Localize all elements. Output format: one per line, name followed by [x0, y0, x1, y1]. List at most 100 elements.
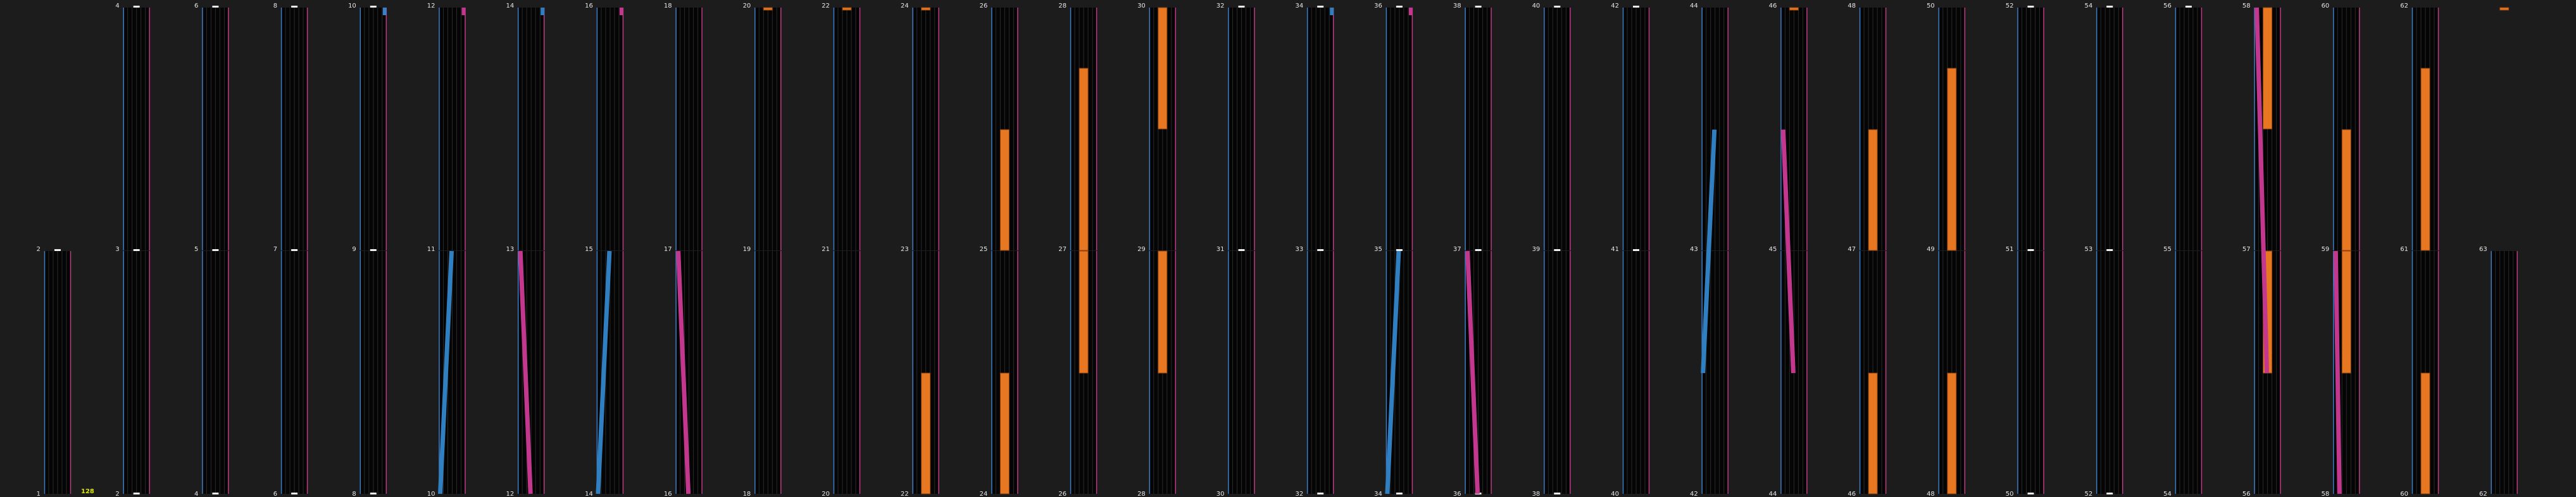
frame-label: 6 — [194, 3, 198, 9]
frame-label: 21 — [822, 246, 830, 253]
keyframe-bar — [1158, 250, 1168, 374]
key-marker — [1396, 6, 1403, 8]
key-marker — [2106, 6, 2113, 8]
frame-label: 43 — [1690, 246, 1698, 253]
accent-readout: 128 — [81, 488, 94, 495]
frame-label: 60 — [2400, 491, 2408, 497]
frame-label: 7 — [273, 246, 277, 253]
frame-label: 14 — [585, 491, 593, 497]
frame-label: 57 — [2242, 246, 2251, 253]
frame-label: 61 — [2400, 246, 2408, 253]
frame-label: 35 — [1374, 246, 1382, 253]
key-marker — [370, 6, 377, 8]
frame-label: 4 — [115, 3, 119, 9]
key-marker — [1475, 6, 1482, 8]
key-marker — [2027, 249, 2034, 251]
key-marker — [1396, 493, 1403, 494]
key-marker — [133, 6, 140, 8]
key-marker — [1554, 493, 1561, 494]
key-marker — [291, 249, 298, 251]
key-marker — [2185, 6, 2192, 8]
frame-label: 62 — [2400, 3, 2408, 9]
keyframe-bar — [921, 372, 931, 494]
frame-label: 22 — [901, 491, 909, 497]
frame-label: 24 — [980, 491, 988, 497]
key-marker — [212, 6, 219, 8]
frame-label: 30 — [1216, 491, 1225, 497]
keyframe-bar — [1079, 68, 1089, 251]
frame-label: 31 — [1216, 246, 1225, 253]
frame-label: 2 — [115, 491, 119, 497]
keyframe-bar — [1158, 7, 1168, 130]
interpolation-stroke — [1780, 129, 1796, 374]
frame-label: 20 — [743, 3, 751, 9]
keyframe-bar — [1868, 129, 1878, 251]
frame-label: 15 — [585, 246, 593, 253]
frame-label: 40 — [1532, 3, 1541, 9]
frame-label: 6 — [273, 491, 277, 497]
frame-label: 32 — [1295, 491, 1303, 497]
frame-label: 38 — [1453, 3, 1461, 9]
key-marker — [1317, 6, 1324, 8]
key-marker — [54, 249, 61, 251]
frame-label: 63 — [2479, 246, 2487, 253]
frame-label: 27 — [1058, 246, 1066, 253]
frame-label: 24 — [901, 3, 909, 9]
key-marker — [133, 493, 140, 494]
keyframe-bar — [1868, 372, 1878, 494]
frame-label: 49 — [1927, 246, 1935, 253]
key-marker — [1238, 6, 1245, 8]
frame-label: 28 — [1058, 3, 1066, 9]
key-stub — [541, 8, 545, 15]
key-marker — [1396, 249, 1403, 251]
frame-label: 8 — [273, 3, 277, 9]
frame-label: 56 — [2163, 3, 2172, 9]
interpolation-stroke — [596, 250, 612, 494]
key-marker — [1633, 249, 1639, 251]
keyframe-bar — [1789, 7, 1799, 11]
frame-label: 29 — [1137, 246, 1146, 253]
key-marker — [2027, 6, 2034, 8]
key-marker — [2106, 493, 2113, 494]
frame-label: 25 — [980, 246, 988, 253]
frame-label: 12 — [506, 491, 514, 497]
frame-label: 55 — [2163, 246, 2172, 253]
frame-label: 60 — [2322, 3, 2330, 9]
frame-label: 18 — [743, 491, 751, 497]
interpolation-stroke — [676, 250, 691, 494]
frame-label: 36 — [1453, 491, 1461, 497]
key-stub — [1330, 8, 1334, 15]
keyframe-bar — [1079, 250, 1089, 374]
key-marker — [133, 249, 140, 251]
interpolation-stroke — [1465, 250, 1480, 494]
key-marker — [1633, 6, 1639, 8]
frame-label: 50 — [2006, 491, 2014, 497]
interpolation-stroke — [2254, 7, 2270, 374]
interpolation-stroke — [2333, 250, 2342, 494]
frame-label: 13 — [506, 246, 514, 253]
frame-label: 50 — [1927, 3, 1935, 9]
frame-label: 44 — [1769, 491, 1777, 497]
frame-label: 1 — [37, 491, 41, 497]
keyframe-bar — [999, 129, 1010, 251]
keyframe-bar — [763, 7, 773, 11]
frame-label: 28 — [1137, 491, 1146, 497]
frame-label: 42 — [1611, 3, 1619, 9]
keyframe-bar — [2341, 129, 2351, 251]
frame-label: 19 — [743, 246, 751, 253]
key-marker — [2027, 493, 2034, 494]
frame-label: 56 — [2242, 491, 2251, 497]
frame-label: 20 — [822, 491, 830, 497]
frame-label: 8 — [352, 491, 356, 497]
key-stub — [1408, 8, 1413, 15]
key-marker — [370, 249, 377, 251]
frame-label: 40 — [1611, 491, 1619, 497]
frame-label: 58 — [2322, 491, 2330, 497]
frame-label: 53 — [2084, 246, 2092, 253]
frame-label: 4 — [194, 491, 198, 497]
frame-label: 33 — [1295, 246, 1303, 253]
frame-label: 17 — [664, 246, 672, 253]
frame-label: 3 — [115, 246, 119, 253]
key-marker — [1554, 249, 1561, 251]
keyframe-bar — [1947, 372, 1957, 494]
